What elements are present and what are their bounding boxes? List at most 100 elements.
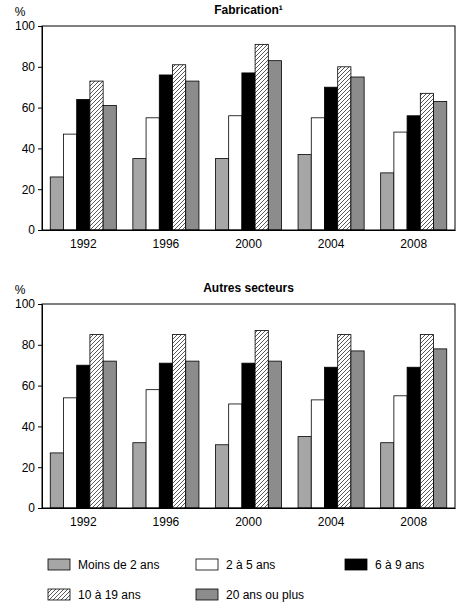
tick: 2008 [400,508,427,529]
bar [146,118,159,230]
legend-label: 10 à 19 ans [78,588,141,602]
tick-label: 2004 [318,515,345,529]
tick: 0 [28,501,42,515]
legend-item: 2 à 5 ans [196,558,275,572]
tick-mark [38,508,42,509]
axis-title: % [15,5,26,19]
tick-label: 2008 [400,237,427,251]
bar [434,349,447,508]
tick: 20 [22,183,42,197]
tick-label: 1992 [70,515,97,529]
bar [298,437,311,508]
bar [311,118,324,230]
plot-frame [42,304,455,508]
figure: 0 20 40 60 80 100 1992 1996 2000 2004 2008 Fabricat… [0,0,464,614]
bar [242,363,255,508]
bar [215,159,228,230]
bar [420,93,433,230]
bar [186,81,199,230]
tick: 1996 [153,230,180,251]
tick-label: 40 [22,142,36,156]
bar [255,44,268,230]
bar [268,361,281,508]
bar [159,363,172,508]
chart-title: Autres secteurs [203,281,294,295]
tick-label: 80 [22,60,36,74]
tick: 1996 [153,508,180,529]
tick-label: 1996 [153,515,180,529]
chart-title: Fabrication¹ [214,3,283,17]
bar [173,65,186,230]
tick-label: 1996 [153,237,180,251]
bar [146,390,159,508]
tick: 60 [22,379,42,393]
bars [50,44,446,230]
tick-label: 100 [15,19,35,33]
tick-label: 100 [15,297,35,311]
bar [90,335,103,508]
tick-label: 0 [28,501,35,515]
tick: 40 [22,142,42,156]
tick: 0 [28,223,42,237]
legend-item: Moins de 2 ans [48,558,159,572]
bar [255,331,268,508]
tick-mark [38,230,42,231]
legend-item: 6 à 9 ans [345,558,424,572]
bar [338,67,351,230]
tick: 60 [22,101,42,115]
bar [133,159,146,230]
tick-label: 2004 [318,237,345,251]
tick-label: 60 [22,379,36,393]
tick-label: 0 [28,223,35,237]
axis-line [38,27,43,231]
bar [420,335,433,508]
tick: 80 [22,60,42,74]
legend-swatch [196,589,218,600]
tick: 80 [22,338,42,352]
legend-swatch [345,559,367,570]
bar [351,351,364,508]
bar [229,404,242,508]
tick-label: 80 [22,338,36,352]
tick: 40 [22,420,42,434]
bar [50,453,63,508]
bar [186,361,199,508]
chart: 0 20 40 60 80 100 1992 1996 2000 2004 2008 Autres s… [15,281,456,529]
legend-label: 20 ans ou plus [226,588,304,602]
axis-line [38,305,43,509]
legend-swatch [48,589,70,600]
legend-swatch [48,559,70,570]
tick-label: 40 [22,420,36,434]
bar [298,155,311,230]
legend-item: 10 à 19 ans [48,588,141,602]
tick: 2000 [235,508,262,529]
bar [394,132,407,230]
bar [133,443,146,508]
legend-label: 6 à 9 ans [375,558,424,572]
tick-mark [38,148,42,149]
bars [50,331,446,508]
bar [77,365,90,508]
tick-label: 20 [22,183,36,197]
bar [394,396,407,508]
bar [90,81,103,230]
legend-label: Moins de 2 ans [78,558,159,572]
tick: 2008 [400,230,427,251]
bar [63,398,76,508]
legend-item: 20 ans ou plus [196,588,304,602]
legend-label: 2 à 5 ans [226,558,275,572]
tick-mark [38,426,42,427]
tick: 1992 [70,230,97,251]
tick-mark [38,26,42,27]
bar [77,99,90,230]
tick-label: 2008 [400,515,427,529]
tick-label: 2000 [235,237,262,251]
chart: 0 20 40 60 80 100 1992 1996 2000 2004 2008 Fabricat… [15,3,456,251]
tick: 20 [22,461,42,475]
tick: 2004 [318,508,345,529]
bar [351,77,364,230]
tick-mark [38,108,42,109]
axis-line [43,508,456,509]
bar [242,73,255,230]
bar [434,101,447,230]
